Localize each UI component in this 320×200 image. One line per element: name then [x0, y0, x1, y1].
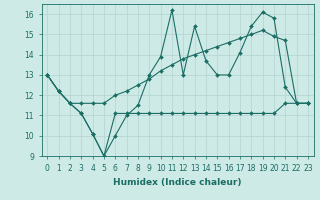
- X-axis label: Humidex (Indice chaleur): Humidex (Indice chaleur): [113, 178, 242, 187]
